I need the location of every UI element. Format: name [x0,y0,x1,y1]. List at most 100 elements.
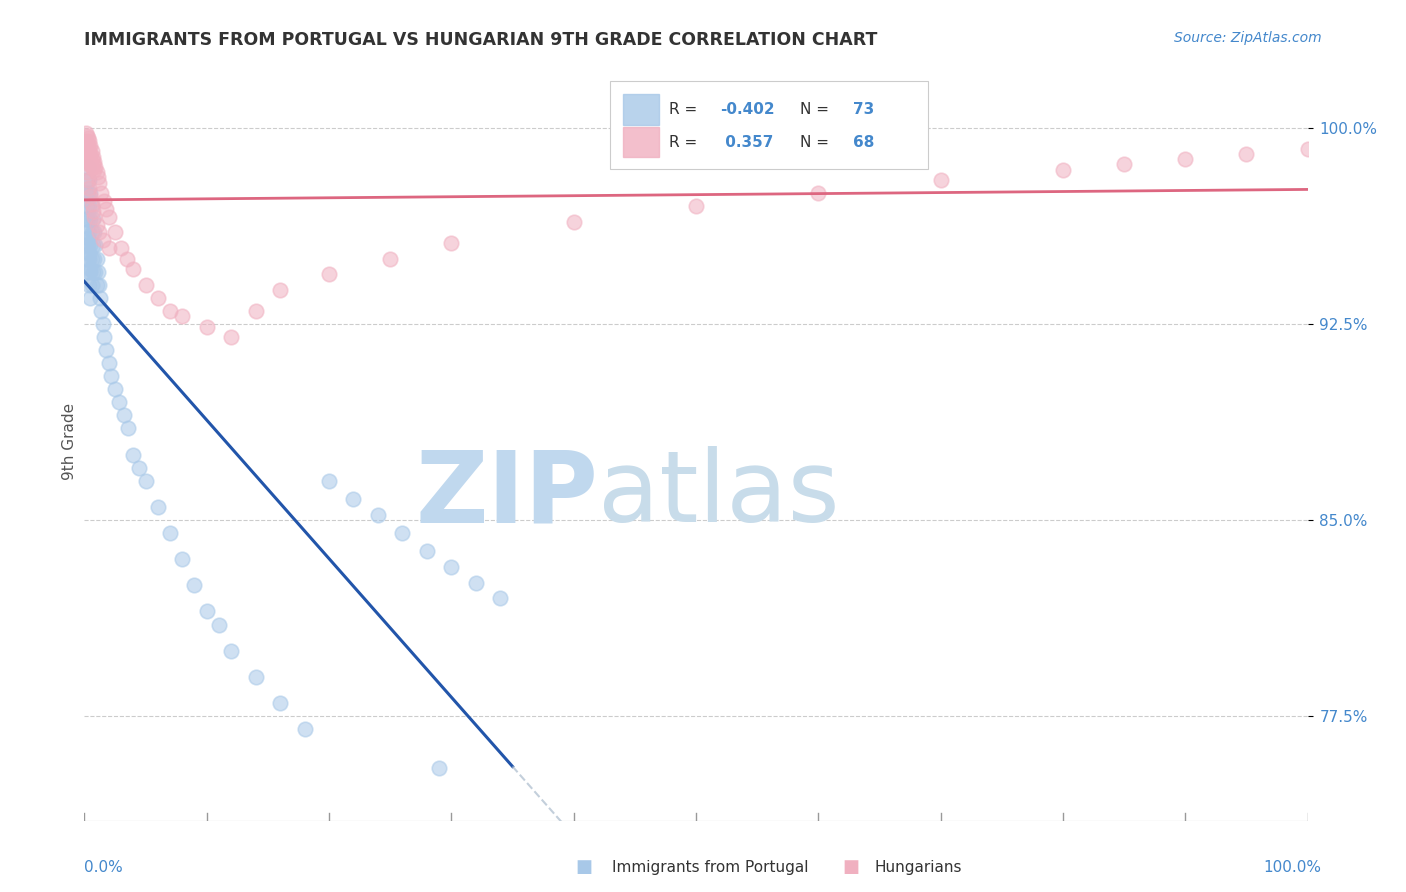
Point [1236,147,1258,161]
Text: ZIP: ZIP [415,446,598,543]
Point [75,134,97,148]
Point [96,343,118,357]
Point [79,188,101,202]
Point [807,186,830,201]
Point [79,212,101,227]
Point [82,212,104,227]
Point [77,212,100,227]
Point [77,264,100,278]
Text: atlas: atlas [598,446,839,543]
Point [79,186,101,201]
Point [77,238,100,252]
Point [87,226,110,240]
Point [318,474,340,488]
Point [84,238,107,252]
Point [75,238,97,252]
Point [183,578,205,592]
Point [76,199,98,213]
Point [1114,157,1136,171]
Point [76,165,98,179]
Point [75,142,97,156]
Point [195,605,218,619]
Text: 68: 68 [852,135,875,150]
Text: 0.0%: 0.0% [84,860,124,874]
Point [391,526,413,541]
Point [562,215,585,229]
Point [76,226,98,240]
Point [100,369,122,384]
Point [93,330,115,344]
Point [77,134,100,148]
Point [1174,152,1197,166]
Point [77,131,100,145]
Point [685,199,707,213]
Point [82,204,104,219]
Point [87,264,110,278]
Point [86,252,108,266]
Point [80,152,103,166]
Point [77,230,100,244]
Point [117,421,139,435]
Point [1296,142,1319,156]
Point [464,575,486,590]
Point [87,170,110,185]
Point [89,291,111,305]
Point [77,142,100,156]
Point [195,319,218,334]
Point [76,145,98,159]
Point [77,181,100,195]
Point [82,157,104,171]
Point [269,283,291,297]
Point [77,252,100,266]
Point [80,226,103,240]
Point [86,218,108,232]
Point [77,246,100,260]
Point [83,154,105,169]
Point [77,150,100,164]
FancyBboxPatch shape [610,81,928,169]
Point [489,591,512,606]
Point [146,500,169,514]
Point [122,448,145,462]
Point [77,199,100,213]
Point [135,277,157,292]
Point [86,165,108,179]
Point [77,226,100,240]
Point [79,291,101,305]
Point [91,233,114,247]
Point [159,526,181,541]
Point [245,303,267,318]
Point [96,202,118,216]
Point [115,252,138,266]
Point [84,160,107,174]
Point [80,277,103,292]
Text: IMMIGRANTS FROM PORTUGAL VS HUNGARIAN 9TH GRADE CORRELATION CHART: IMMIGRANTS FROM PORTUGAL VS HUNGARIAN 9T… [84,31,877,49]
Point [90,303,112,318]
Point [76,173,98,187]
Text: ■: ■ [842,858,859,876]
Point [97,356,120,370]
Point [75,186,97,201]
Point [122,262,145,277]
Point [76,128,98,143]
Point [80,199,103,213]
Point [440,560,463,574]
Text: R =: R = [669,135,702,150]
Point [80,160,103,174]
Point [87,277,110,292]
Point [79,238,101,252]
Point [146,291,169,305]
Point [135,474,157,488]
Point [77,154,100,169]
Point [83,252,105,266]
Point [294,722,316,736]
Text: Immigrants from Portugal: Immigrants from Portugal [612,860,808,874]
Point [83,210,105,224]
Point [367,508,389,522]
Point [219,330,242,344]
Point [79,262,101,277]
Point [97,210,120,224]
Point [77,147,100,161]
Text: Hungarians: Hungarians [875,860,962,874]
Point [269,696,291,710]
